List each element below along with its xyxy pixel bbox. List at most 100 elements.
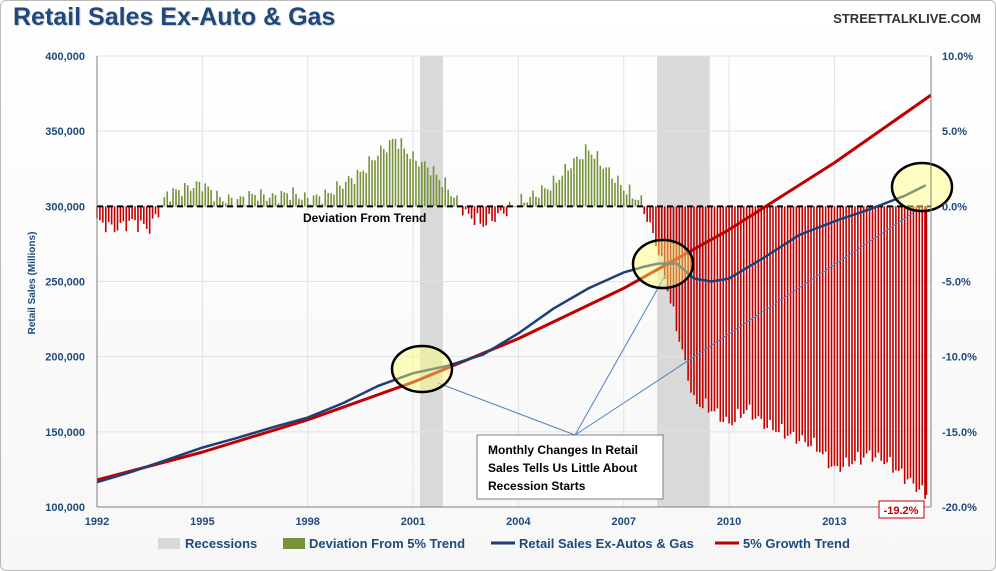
deviation-bar [301, 199, 303, 207]
deviation-bar [652, 206, 654, 234]
deviation-bar [696, 206, 698, 405]
deviation-bar [415, 160, 417, 207]
deviation-bar [406, 153, 408, 207]
deviation-bar [754, 206, 757, 419]
deviation-bar [839, 206, 842, 472]
callout-line-2: Sales Tells Us Little About [488, 461, 637, 475]
y2-tick-label: 5.0% [942, 126, 967, 138]
y2-tick-label: -10.0% [942, 352, 977, 364]
deviation-bar [628, 184, 631, 207]
deviation-bar [921, 206, 924, 486]
deviation-bar [816, 206, 818, 452]
y-tick-label: 250,000 [45, 277, 85, 289]
deviation-bar [742, 206, 745, 414]
deviation-bar [257, 200, 259, 207]
deviation-bar [461, 206, 464, 216]
callout-line-3: Recession Starts [488, 479, 586, 493]
deviation-bar [318, 196, 321, 207]
deviation-bar [137, 206, 139, 232]
deviation-bar [892, 206, 894, 473]
deviation-bar [473, 206, 476, 226]
y-tick-label: 400,000 [45, 51, 85, 63]
deviation-bar [295, 193, 297, 207]
deviation-bar [186, 185, 189, 207]
deviation-bar [552, 175, 555, 207]
deviation-bar [728, 206, 730, 424]
deviation-bar [339, 185, 341, 207]
y-tick-label: 150,000 [45, 427, 85, 439]
deviation-bar [549, 190, 552, 207]
deviation-bar [590, 154, 593, 207]
deviation-bar [99, 206, 101, 221]
x-tick-label: 1998 [295, 516, 319, 528]
deviation-bar [889, 206, 891, 458]
deviation-bar [207, 186, 209, 207]
deviation-bar [213, 201, 215, 207]
legend-label-retail-sales: Retail Sales Ex-Autos & Gas [519, 536, 694, 551]
deviation-bar [227, 194, 230, 207]
deviation-bar [497, 206, 499, 214]
deviation-bar [918, 206, 921, 490]
deviation-bar [836, 206, 839, 467]
deviation-bar [265, 200, 268, 207]
deviation-label: Deviation From Trend [303, 211, 426, 225]
deviation-bar [857, 206, 859, 453]
deviation-bar [245, 205, 248, 207]
deviation-bar [260, 189, 262, 207]
highlight-ellipses [390, 161, 954, 394]
x-tick-label: 1992 [85, 516, 109, 528]
deviation-bar [745, 206, 748, 411]
deviation-bar [532, 190, 534, 207]
deviation-bar [813, 206, 815, 438]
deviation-bar [382, 148, 385, 207]
axes [96, 56, 932, 508]
deviation-bar [441, 187, 444, 207]
y2-tick-label: 0.0% [942, 201, 967, 213]
deviation-bar [353, 183, 356, 207]
deviation-bar [675, 206, 678, 332]
deviation-bar [868, 206, 871, 451]
deviation-bar [344, 181, 347, 207]
deviation-bar [804, 206, 806, 443]
deviation-bar [874, 206, 877, 458]
deviation-bar [646, 206, 648, 222]
y2-tick-label: -20.0% [942, 502, 977, 514]
y2-tick-label: -15.0% [942, 427, 977, 439]
deviation-bar [198, 181, 201, 207]
deviation-bar [336, 181, 338, 207]
y-tick-label: 100,000 [45, 502, 85, 514]
deviation-bar [491, 206, 493, 222]
deviation-bar [210, 189, 212, 207]
deviation-bar [476, 206, 479, 214]
deviation-bar [286, 193, 289, 207]
last-value-badge-bg [878, 500, 925, 519]
deviation-bar [283, 192, 286, 207]
deviation-bar [663, 206, 666, 280]
deviation-bar [558, 179, 561, 207]
deviation-bar [169, 201, 171, 207]
deviation-bar [467, 206, 470, 214]
deviation-bar [435, 174, 438, 207]
deviation-bar [514, 206, 517, 207]
deviation-bar [330, 193, 332, 207]
deviation-bar [769, 206, 771, 420]
deviation-bar [795, 206, 798, 444]
y2-tick-label: -5.0% [942, 277, 971, 289]
deviation-bar [581, 159, 584, 207]
deviation-bar [456, 195, 458, 207]
deviation-bar [854, 206, 856, 462]
deviation-bar [365, 172, 368, 207]
deviation-bar [342, 188, 344, 207]
deviation-bar [230, 197, 233, 207]
deviation-bar [842, 206, 845, 467]
deviation-bar [541, 185, 543, 207]
deviation-bar [312, 195, 315, 207]
deviation-bar [371, 160, 373, 207]
deviation-bar [660, 206, 663, 257]
deviation-bar [877, 206, 880, 453]
deviation-bar [107, 206, 110, 223]
callout-box-bg [476, 434, 664, 500]
legend-label-deviation: Deviation From 5% Trend [309, 536, 465, 551]
deviation-bar [821, 206, 824, 455]
